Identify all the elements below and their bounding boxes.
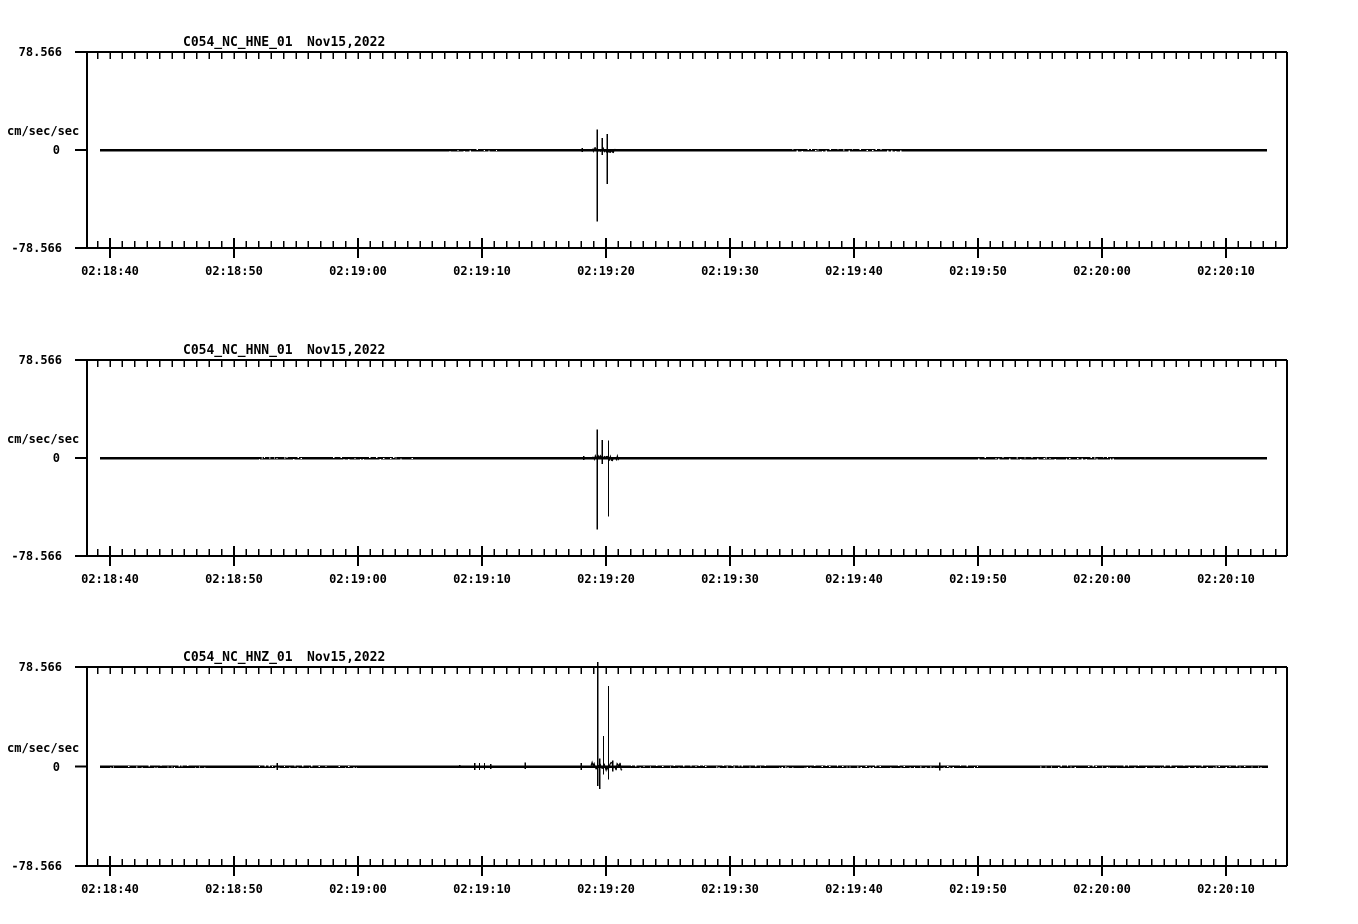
time-tick-label: 02:19:10 bbox=[453, 572, 511, 586]
time-tick-label: 02:19:10 bbox=[453, 264, 511, 278]
time-tick-label: 02:19:30 bbox=[701, 882, 759, 896]
date-label: Nov15,2022 bbox=[307, 650, 386, 665]
date-label: Nov15,2022 bbox=[307, 343, 386, 358]
time-tick-label: 02:19:00 bbox=[329, 264, 387, 278]
time-tick-label: 02:19:30 bbox=[701, 572, 759, 586]
time-tick-label: 02:20:00 bbox=[1073, 882, 1131, 896]
time-tick-label: 02:19:00 bbox=[329, 572, 387, 586]
y-min-label: -78.566 bbox=[11, 859, 62, 873]
waveform-panel-hnz bbox=[75, 661, 1288, 876]
station-title: C054_NC_HNZ_01 bbox=[183, 650, 293, 665]
time-tick-label: 02:19:20 bbox=[577, 882, 635, 896]
time-tick-label: 02:19:30 bbox=[701, 264, 759, 278]
event-spikes-hne bbox=[215, 129, 608, 222]
time-tick-label: 02:18:50 bbox=[205, 264, 263, 278]
time-tick-label: 02:20:00 bbox=[1073, 572, 1131, 586]
time-tick-label: 02:19:50 bbox=[949, 572, 1007, 586]
y-min-label: -78.566 bbox=[11, 549, 62, 563]
y-zero-label: 0 bbox=[52, 143, 60, 157]
time-tick-label: 02:18:40 bbox=[81, 882, 139, 896]
y-zero-label: 0 bbox=[52, 759, 60, 774]
y-max-label: 78.566 bbox=[18, 353, 62, 367]
time-tick-label: 02:19:40 bbox=[825, 572, 883, 586]
time-tick-label: 02:20:10 bbox=[1197, 882, 1255, 896]
waveform-panel-hnn bbox=[75, 359, 1288, 566]
time-tick-label: 02:19:40 bbox=[825, 264, 883, 278]
units-label: cm/sec/sec bbox=[7, 740, 80, 755]
y-max-label: 78.566 bbox=[18, 660, 62, 674]
time-tick-label: 02:18:50 bbox=[205, 572, 263, 586]
time-tick-label: 02:20:00 bbox=[1073, 264, 1131, 278]
time-tick-label: 02:19:10 bbox=[453, 882, 511, 896]
time-tick-label: 02:18:40 bbox=[81, 264, 139, 278]
noise-band bbox=[590, 760, 623, 773]
station-title: C054_NC_HNE_01 bbox=[183, 35, 293, 50]
event-spikes-hnn bbox=[582, 429, 610, 530]
waveform-panel-hne bbox=[75, 51, 1288, 258]
time-tick-label: 02:20:10 bbox=[1197, 572, 1255, 586]
time-tick-label: 02:19:40 bbox=[825, 882, 883, 896]
time-tick-label: 02:18:40 bbox=[81, 572, 139, 586]
station-title: C054_NC_HNN_01 bbox=[183, 343, 293, 358]
time-tick-label: 02:18:50 bbox=[205, 882, 263, 896]
units-label: cm/sec/sec bbox=[7, 124, 80, 138]
time-tick-label: 02:19:00 bbox=[329, 882, 387, 896]
y-zero-label: 0 bbox=[52, 451, 60, 465]
time-tick-label: 02:19:50 bbox=[949, 882, 1007, 896]
event-spikes-hnz bbox=[166, 661, 941, 789]
time-tick-label: 02:19:20 bbox=[577, 572, 635, 586]
units-label: cm/sec/sec bbox=[7, 432, 80, 446]
y-min-label: -78.566 bbox=[11, 241, 62, 255]
time-tick-label: 02:19:50 bbox=[949, 264, 1007, 278]
time-tick-label: 02:19:20 bbox=[577, 264, 635, 278]
date-label: Nov15,2022 bbox=[307, 35, 386, 50]
time-tick-label: 02:20:10 bbox=[1197, 264, 1255, 278]
y-max-label: 78.566 bbox=[18, 45, 62, 59]
